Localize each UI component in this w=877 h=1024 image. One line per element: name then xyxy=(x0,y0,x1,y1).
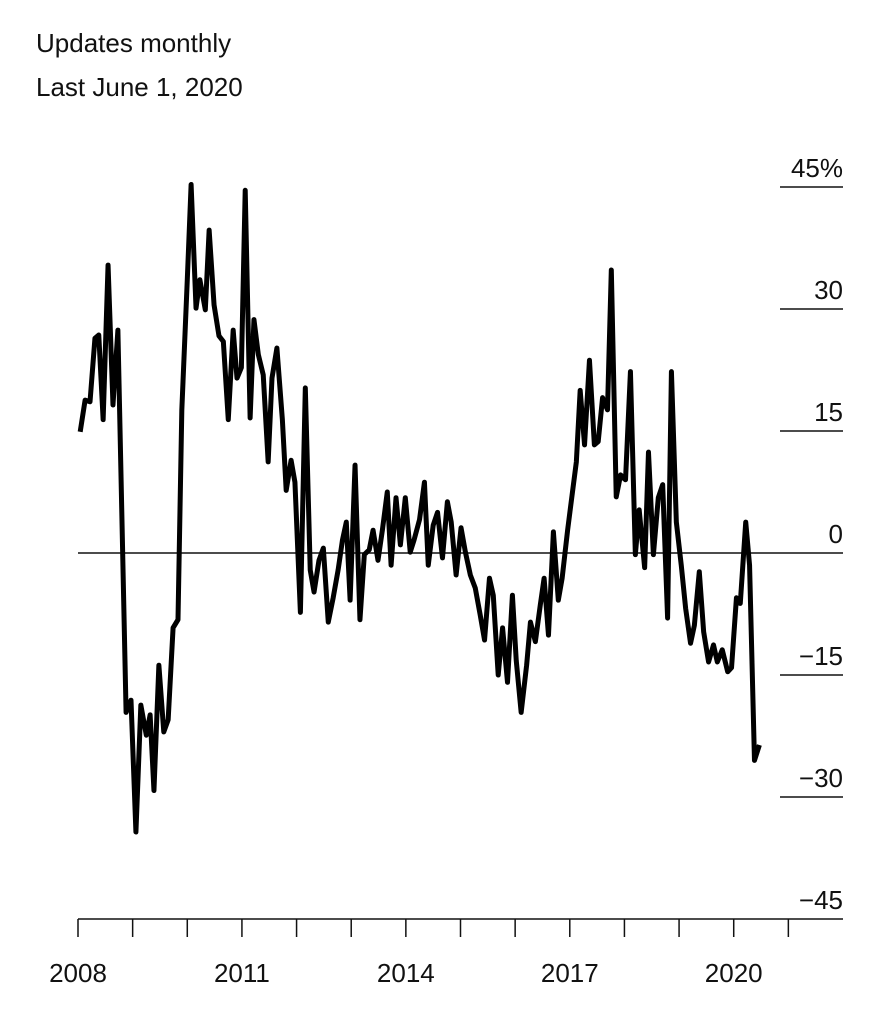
y-tick-label: −30 xyxy=(799,763,843,793)
y-tick-label: −45 xyxy=(799,885,843,915)
x-tick-label: 2020 xyxy=(705,958,763,988)
y-tick-label: 30 xyxy=(814,275,843,305)
x-tick-label: 2017 xyxy=(541,958,599,988)
y-tick-label: 0 xyxy=(829,519,843,549)
x-tick-label: 2011 xyxy=(214,958,270,988)
y-tick-label: 15 xyxy=(814,397,843,427)
line xyxy=(77,182,762,835)
note: Last June 1, 2020 xyxy=(36,72,243,102)
y-tick-label: 45% xyxy=(791,153,843,183)
x-tick-label: 2014 xyxy=(377,958,435,988)
subtitle: Updates monthly xyxy=(36,28,231,58)
y-tick-label: −15 xyxy=(799,641,843,671)
x-tick-label: 2008 xyxy=(49,958,107,988)
